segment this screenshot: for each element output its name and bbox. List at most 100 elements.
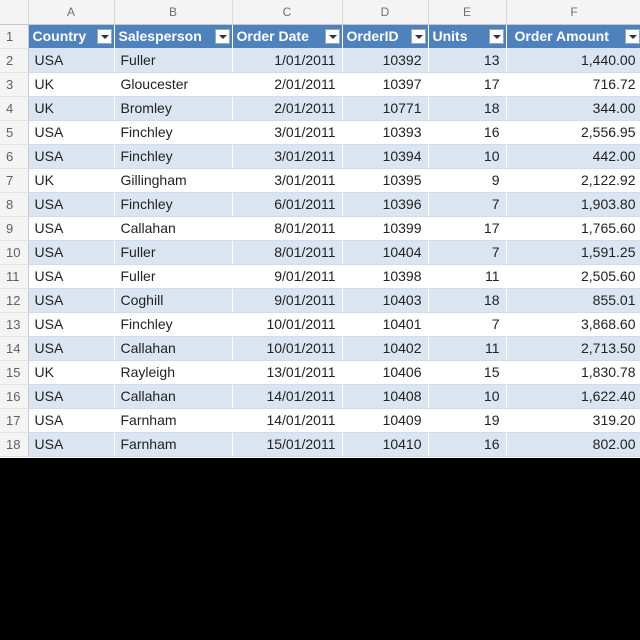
row-number[interactable]: 9 xyxy=(0,216,29,241)
table-cell[interactable]: USA xyxy=(28,384,115,409)
row-number[interactable]: 10 xyxy=(0,240,29,265)
table-cell[interactable]: UK xyxy=(28,96,115,121)
table-cell[interactable]: 7 xyxy=(428,192,507,217)
table-cell[interactable]: 344.00 xyxy=(506,96,640,121)
table-cell[interactable]: 855.01 xyxy=(506,288,640,313)
table-cell[interactable]: USA xyxy=(28,336,115,361)
table-cell[interactable]: Callahan xyxy=(114,336,233,361)
table-cell[interactable]: 14/01/2011 xyxy=(232,408,343,433)
table-cell[interactable]: 10771 xyxy=(342,96,429,121)
table-cell[interactable]: Farnham xyxy=(114,408,233,433)
row-number[interactable]: 18 xyxy=(0,432,29,457)
table-cell[interactable]: 10402 xyxy=(342,336,429,361)
table-cell[interactable]: 1,440.00 xyxy=(506,48,640,73)
table-cell[interactable]: 10396 xyxy=(342,192,429,217)
table-cell[interactable]: 17 xyxy=(428,216,507,241)
table-cell[interactable]: USA xyxy=(28,288,115,313)
table-cell[interactable]: 16 xyxy=(428,432,507,457)
filter-dropdown-icon[interactable] xyxy=(410,28,426,44)
table-cell[interactable]: Fuller xyxy=(114,240,233,265)
table-cell[interactable]: 10401 xyxy=(342,312,429,337)
row-number[interactable]: 2 xyxy=(0,48,29,73)
table-cell[interactable]: 10/01/2011 xyxy=(232,312,343,337)
table-cell[interactable]: Rayleigh xyxy=(114,360,233,385)
table-cell[interactable]: 1,765.60 xyxy=(506,216,640,241)
table-cell[interactable]: 13/01/2011 xyxy=(232,360,343,385)
table-cell[interactable]: 9/01/2011 xyxy=(232,288,343,313)
table-cell[interactable]: 10399 xyxy=(342,216,429,241)
row-number[interactable]: 6 xyxy=(0,144,29,169)
table-cell[interactable]: 3,868.60 xyxy=(506,312,640,337)
table-cell[interactable]: USA xyxy=(28,48,115,73)
table-cell[interactable]: Coghill xyxy=(114,288,233,313)
table-cell[interactable]: 10409 xyxy=(342,408,429,433)
table-cell[interactable]: Fuller xyxy=(114,264,233,289)
table-cell[interactable]: USA xyxy=(28,408,115,433)
row-number[interactable]: 3 xyxy=(0,72,29,97)
table-cell[interactable]: 9/01/2011 xyxy=(232,264,343,289)
table-cell[interactable]: UK xyxy=(28,168,115,193)
column-header-b[interactable]: B xyxy=(114,0,233,25)
table-cell[interactable]: 10 xyxy=(428,144,507,169)
table-cell[interactable]: 3/01/2011 xyxy=(232,168,343,193)
header-cell-orderid[interactable]: OrderID xyxy=(342,24,429,48)
table-cell[interactable]: 442.00 xyxy=(506,144,640,169)
table-cell[interactable]: 1,903.80 xyxy=(506,192,640,217)
table-cell[interactable]: 2,505.60 xyxy=(506,264,640,289)
table-cell[interactable]: 11 xyxy=(428,336,507,361)
table-cell[interactable]: 10395 xyxy=(342,168,429,193)
column-header-c[interactable]: C xyxy=(232,0,343,25)
row-number[interactable]: 5 xyxy=(0,120,29,145)
table-cell[interactable]: 17 xyxy=(428,72,507,97)
table-cell[interactable]: 2/01/2011 xyxy=(232,96,343,121)
column-header-d[interactable]: D xyxy=(342,0,429,25)
table-cell[interactable]: 10392 xyxy=(342,48,429,73)
table-cell[interactable]: 319.20 xyxy=(506,408,640,433)
table-cell[interactable]: 14/01/2011 xyxy=(232,384,343,409)
header-cell-country[interactable]: Country xyxy=(28,24,115,48)
table-cell[interactable]: 2/01/2011 xyxy=(232,72,343,97)
column-header-f[interactable]: F xyxy=(506,0,640,25)
header-cell-order-date[interactable]: Order Date xyxy=(232,24,343,48)
table-cell[interactable]: Gillingham xyxy=(114,168,233,193)
table-cell[interactable]: Farnham xyxy=(114,432,233,457)
table-cell[interactable]: 19 xyxy=(428,408,507,433)
table-cell[interactable]: 10408 xyxy=(342,384,429,409)
filter-dropdown-icon[interactable] xyxy=(96,28,112,44)
table-cell[interactable]: 10/01/2011 xyxy=(232,336,343,361)
table-cell[interactable]: 11 xyxy=(428,264,507,289)
table-cell[interactable]: 8/01/2011 xyxy=(232,216,343,241)
table-cell[interactable]: 16 xyxy=(428,120,507,145)
column-header-e[interactable]: E xyxy=(428,0,507,25)
table-cell[interactable]: USA xyxy=(28,432,115,457)
column-header-a[interactable]: A xyxy=(28,0,115,25)
row-number[interactable]: 13 xyxy=(0,312,29,337)
header-cell-order-amount[interactable]: Order Amount xyxy=(506,24,640,48)
table-cell[interactable]: 1,830.78 xyxy=(506,360,640,385)
row-number[interactable]: 16 xyxy=(0,384,29,409)
row-number[interactable]: 12 xyxy=(0,288,29,313)
table-cell[interactable]: 8/01/2011 xyxy=(232,240,343,265)
table-cell[interactable]: USA xyxy=(28,144,115,169)
row-number[interactable]: 15 xyxy=(0,360,29,385)
table-cell[interactable]: 10397 xyxy=(342,72,429,97)
table-cell[interactable]: 1,591.25 xyxy=(506,240,640,265)
table-cell[interactable]: 2,556.95 xyxy=(506,120,640,145)
table-cell[interactable]: 10403 xyxy=(342,288,429,313)
table-cell[interactable]: 716.72 xyxy=(506,72,640,97)
row-number[interactable]: 8 xyxy=(0,192,29,217)
table-cell[interactable]: 10406 xyxy=(342,360,429,385)
table-cell[interactable]: Bromley xyxy=(114,96,233,121)
table-cell[interactable]: 3/01/2011 xyxy=(232,120,343,145)
table-cell[interactable]: 10393 xyxy=(342,120,429,145)
table-cell[interactable]: 802.00 xyxy=(506,432,640,457)
table-cell[interactable]: 10398 xyxy=(342,264,429,289)
filter-dropdown-icon[interactable] xyxy=(488,28,504,44)
table-cell[interactable]: Fuller xyxy=(114,48,233,73)
table-cell[interactable]: Finchley xyxy=(114,120,233,145)
table-cell[interactable]: 7 xyxy=(428,240,507,265)
row-number[interactable]: 14 xyxy=(0,336,29,361)
table-cell[interactable]: 2,122.92 xyxy=(506,168,640,193)
row-number[interactable]: 17 xyxy=(0,408,29,433)
table-cell[interactable]: 6/01/2011 xyxy=(232,192,343,217)
